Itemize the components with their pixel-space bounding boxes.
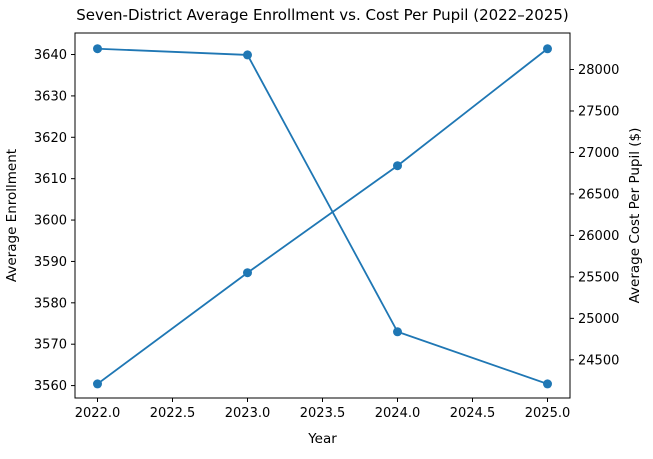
x-tick-label: 2024.5 — [450, 406, 496, 421]
data-point-enrollment-2023 — [243, 50, 252, 60]
x-tick-label: 2023.0 — [225, 406, 271, 421]
chart-title: Seven-District Average Enrollment vs. Co… — [76, 6, 569, 24]
y-right-tick-label: 27500 — [578, 104, 619, 119]
y-right-tick-label: 24500 — [578, 353, 619, 368]
data-point-enrollment-2024 — [393, 327, 402, 337]
y-left-tick-label: 3570 — [34, 338, 67, 353]
x-tick-label: 2023.5 — [300, 406, 346, 421]
data-point-cost-2024 — [393, 161, 402, 171]
x-tick-label: 2025.0 — [525, 406, 571, 421]
axes-frame — [74, 32, 571, 399]
data-point-enrollment-2022 — [93, 44, 102, 54]
data-point-cost-2023 — [243, 268, 252, 278]
y-right-tick-label: 25000 — [578, 312, 619, 327]
plot-area: 2022.0 2022.5 2023.0 2023.5 2024.0 2024.5 2025… — [34, 32, 619, 421]
series-line-cost — [96, 47, 549, 385]
x-axis-label: Year — [307, 431, 337, 447]
x-tick-label: 2022.0 — [75, 406, 121, 421]
y-right-tick-label: 28000 — [578, 63, 619, 78]
y-right-tick-label: 25500 — [578, 270, 619, 285]
y-right-tick-label: 26000 — [578, 229, 619, 244]
y-axis-label-right: Average Cost Per Pupil ($) — [627, 128, 643, 304]
y-right-tick-label: 27000 — [578, 146, 619, 161]
y-axis-label-left: Average Enrollment — [4, 149, 20, 282]
y-left-tick-label: 3600 — [34, 214, 67, 229]
y-left-tick-label: 3560 — [34, 379, 67, 394]
data-point-cost-2025 — [543, 44, 552, 54]
y-left-tick-label: 3630 — [34, 89, 67, 104]
y-left-tick-label: 3640 — [34, 48, 67, 63]
y-left-tick-label: 3610 — [34, 172, 67, 187]
y-left-tick-label: 3580 — [34, 296, 67, 311]
series-line-enrollment — [96, 47, 549, 385]
data-point-cost-2022 — [93, 379, 102, 389]
x-tick-label: 2024.0 — [375, 406, 421, 421]
y-left-tick-label: 3620 — [34, 131, 67, 146]
y-left-tick-label: 3590 — [34, 255, 67, 270]
y-right-tick-label: 26500 — [578, 187, 619, 202]
data-point-enrollment-2025 — [543, 379, 552, 389]
x-tick-label: 2022.5 — [150, 406, 196, 421]
